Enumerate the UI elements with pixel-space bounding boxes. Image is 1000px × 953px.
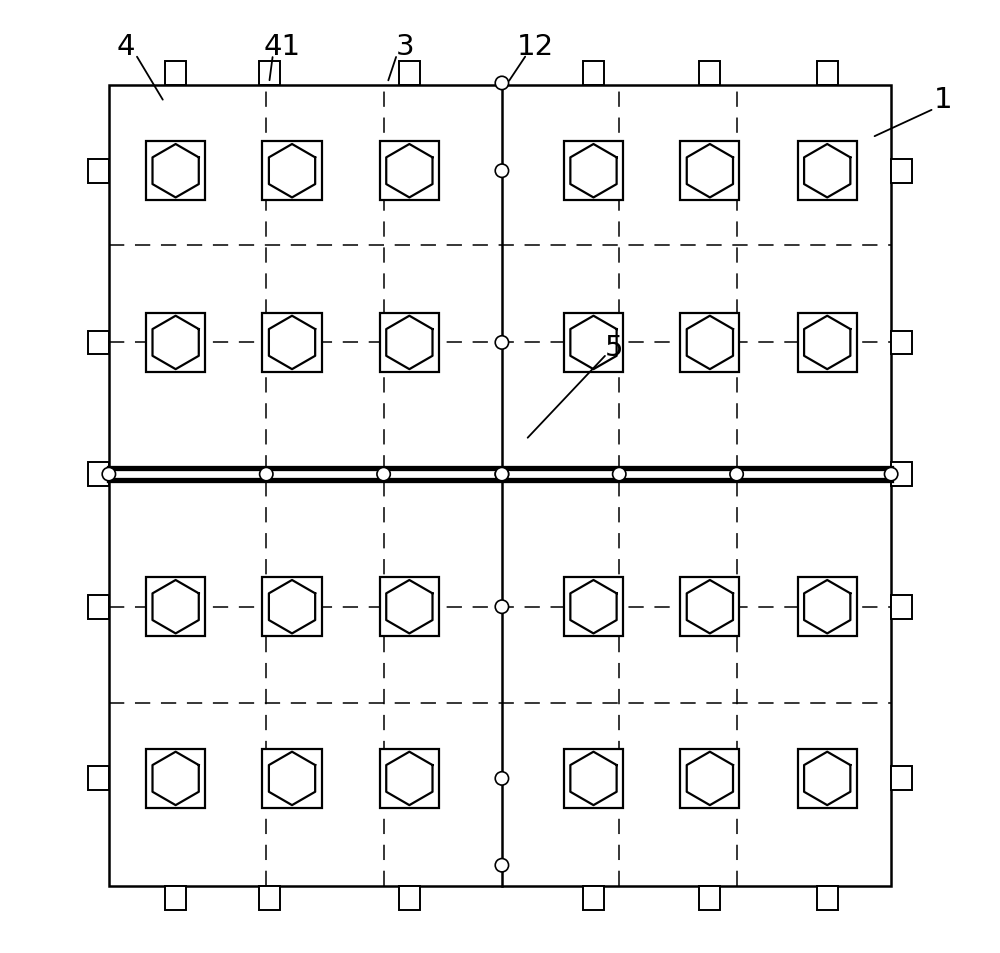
Circle shape [495, 468, 509, 481]
Bar [146, 749, 205, 808]
Bar [262, 142, 322, 201]
Bar [798, 142, 857, 201]
Bar [891, 159, 912, 183]
Bar [259, 62, 280, 86]
Text: 41: 41 [264, 32, 301, 61]
Bar [88, 331, 109, 355]
Circle shape [495, 77, 509, 91]
Bar [699, 886, 720, 910]
Bar [564, 749, 623, 808]
Bar [680, 578, 739, 637]
Text: 1: 1 [934, 86, 953, 114]
Bar [399, 62, 420, 86]
Text: 3: 3 [395, 32, 414, 61]
Bar [564, 314, 623, 373]
Bar [817, 886, 838, 910]
Bar [380, 578, 439, 637]
Bar [798, 314, 857, 373]
Circle shape [884, 468, 898, 481]
Bar [891, 766, 912, 791]
Text: 4: 4 [117, 32, 135, 61]
Bar [564, 578, 623, 637]
Bar [88, 595, 109, 619]
Bar [262, 749, 322, 808]
Bar [798, 749, 857, 808]
Bar [380, 142, 439, 201]
Bar [146, 142, 205, 201]
Bar [146, 314, 205, 373]
Bar [88, 159, 109, 183]
Bar [380, 314, 439, 373]
Bar [165, 886, 186, 910]
Bar [680, 749, 739, 808]
Bar [88, 766, 109, 791]
Bar [583, 886, 604, 910]
Circle shape [495, 859, 509, 872]
Circle shape [495, 468, 509, 481]
Circle shape [495, 600, 509, 614]
Bar [699, 62, 720, 86]
Bar [262, 314, 322, 373]
Bar [891, 595, 912, 619]
Bar [109, 86, 891, 886]
Bar [680, 314, 739, 373]
Bar [262, 578, 322, 637]
Bar [583, 62, 604, 86]
Bar [165, 62, 186, 86]
Circle shape [377, 468, 390, 481]
Bar [146, 578, 205, 637]
Bar [259, 886, 280, 910]
Bar [380, 749, 439, 808]
Bar [817, 62, 838, 86]
Text: 12: 12 [517, 32, 554, 61]
Circle shape [260, 468, 273, 481]
Bar [399, 886, 420, 910]
Circle shape [495, 772, 509, 785]
Circle shape [102, 468, 116, 481]
Bar [88, 463, 109, 486]
Circle shape [613, 468, 626, 481]
Bar [891, 463, 912, 486]
Bar [564, 142, 623, 201]
Bar [680, 142, 739, 201]
Circle shape [495, 336, 509, 350]
Circle shape [730, 468, 743, 481]
Bar [798, 578, 857, 637]
Text: 5: 5 [605, 334, 624, 362]
Circle shape [495, 165, 509, 178]
Bar [891, 331, 912, 355]
